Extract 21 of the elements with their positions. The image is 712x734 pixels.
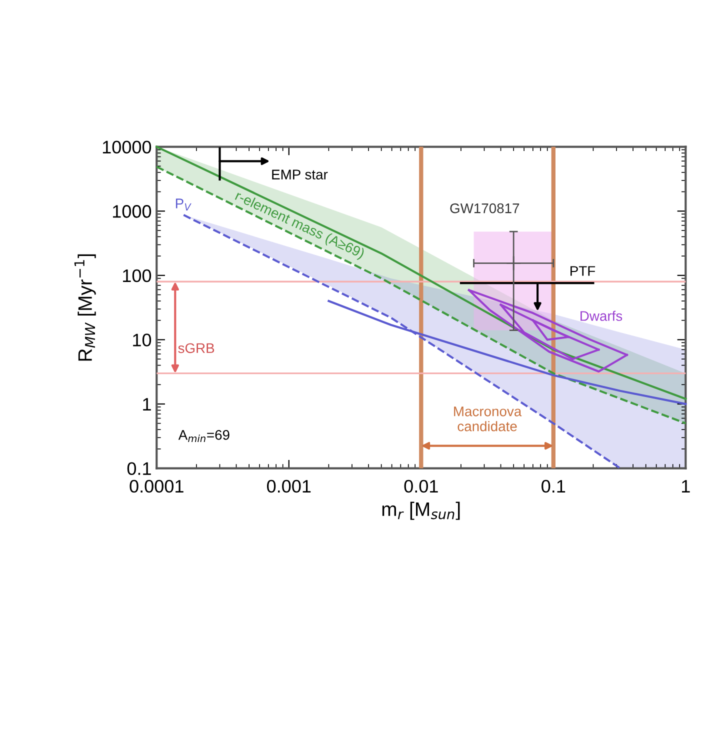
- annotation: PTF: [570, 266, 596, 276]
- annotation: Dwarfs: [580, 310, 622, 321]
- y-axis-title: R$_{MW}$ [Myr$^{−1}$]: [74, 254, 96, 361]
- y-tick-label: 1000: [112, 205, 152, 218]
- annotation: EMP star: [272, 170, 328, 180]
- x-tick-label: 0.001: [267, 480, 311, 493]
- x-axis-title: m$_{r}$ [M$_{sun}$]: [382, 502, 460, 520]
- annotation: sGRB: [178, 343, 214, 354]
- annotation: GW170817: [450, 203, 520, 214]
- annotation: P$_{V}$: [176, 198, 192, 211]
- y-tick-label: 100: [123, 269, 152, 282]
- x-tick-label: 0.0001: [130, 480, 184, 493]
- x-tick-label: 0.1: [542, 480, 566, 493]
- annotation: Macronova candidate: [454, 406, 522, 432]
- annotation: A$_{min}$=69: [178, 430, 230, 442]
- x-tick-label: 1: [682, 480, 690, 492]
- x-tick-label: 0.01: [404, 480, 438, 493]
- y-tick-label: 10000: [102, 140, 152, 154]
- y-tick-label: 10: [133, 334, 152, 346]
- y-tick-label: 0.1: [127, 462, 151, 476]
- y-tick-label: 1: [143, 398, 151, 411]
